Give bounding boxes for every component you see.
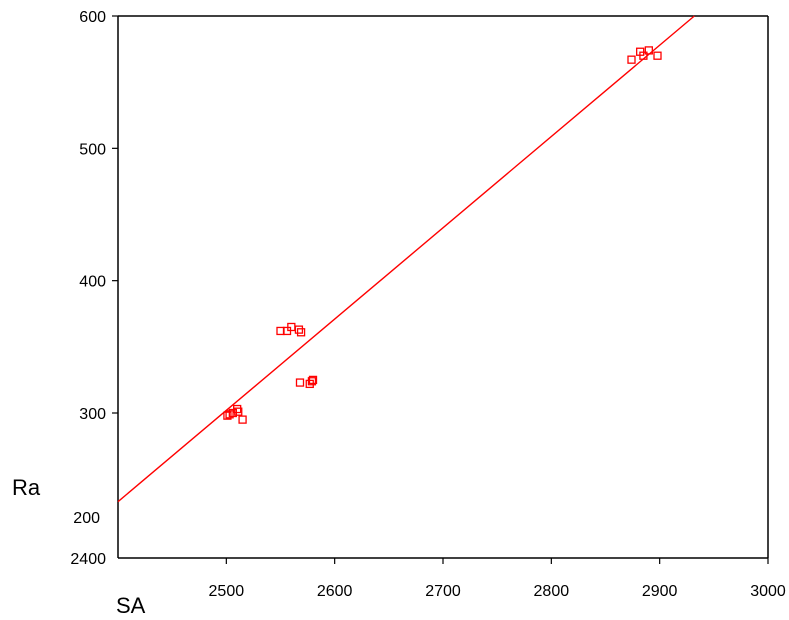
- y-axis-ticks: 300 400 500 600: [79, 9, 118, 423]
- x-tick-label-3000: 3000: [750, 583, 786, 600]
- data-point-1: [223, 411, 232, 420]
- y-tick-label-600: 600: [79, 9, 106, 26]
- data-point-11: [296, 328, 306, 337]
- plot-frame: [117, 15, 769, 559]
- y-tick-label-400: 400: [79, 274, 106, 291]
- x-tick-label-2700: 2700: [425, 583, 461, 600]
- fit-line-group: [117, 15, 695, 503]
- y-lower-label-200: 200: [73, 510, 100, 527]
- y-lower-label-2400: 2400: [70, 551, 106, 568]
- data-point-18: [639, 51, 648, 60]
- x-axis-title: SA: [116, 593, 146, 618]
- regression-line: [117, 15, 695, 503]
- data-point-15: [308, 375, 318, 385]
- data-point-10: [294, 325, 304, 334]
- x-tick-label-2600: 2600: [317, 583, 353, 600]
- data-points: [223, 46, 662, 424]
- data-point-19: [644, 46, 653, 55]
- data-point-20: [653, 51, 662, 60]
- data-point-6: [238, 415, 247, 424]
- data-point-12: [295, 378, 305, 387]
- data-point-4: [233, 404, 242, 414]
- x-axis-ticks: 2500 2600 2700 2800 2900 3000: [209, 558, 786, 600]
- x-tick-label-2800: 2800: [534, 583, 570, 600]
- y-axis-title: Ra: [12, 475, 41, 500]
- data-point-5: [234, 407, 243, 416]
- y-tick-label-500: 500: [79, 141, 106, 158]
- data-point-14: [307, 377, 317, 386]
- y-tick-label-300: 300: [79, 406, 106, 423]
- data-point-16: [627, 55, 636, 64]
- x-tick-label-2500: 2500: [209, 583, 245, 600]
- x-tick-label-2900: 2900: [642, 583, 678, 600]
